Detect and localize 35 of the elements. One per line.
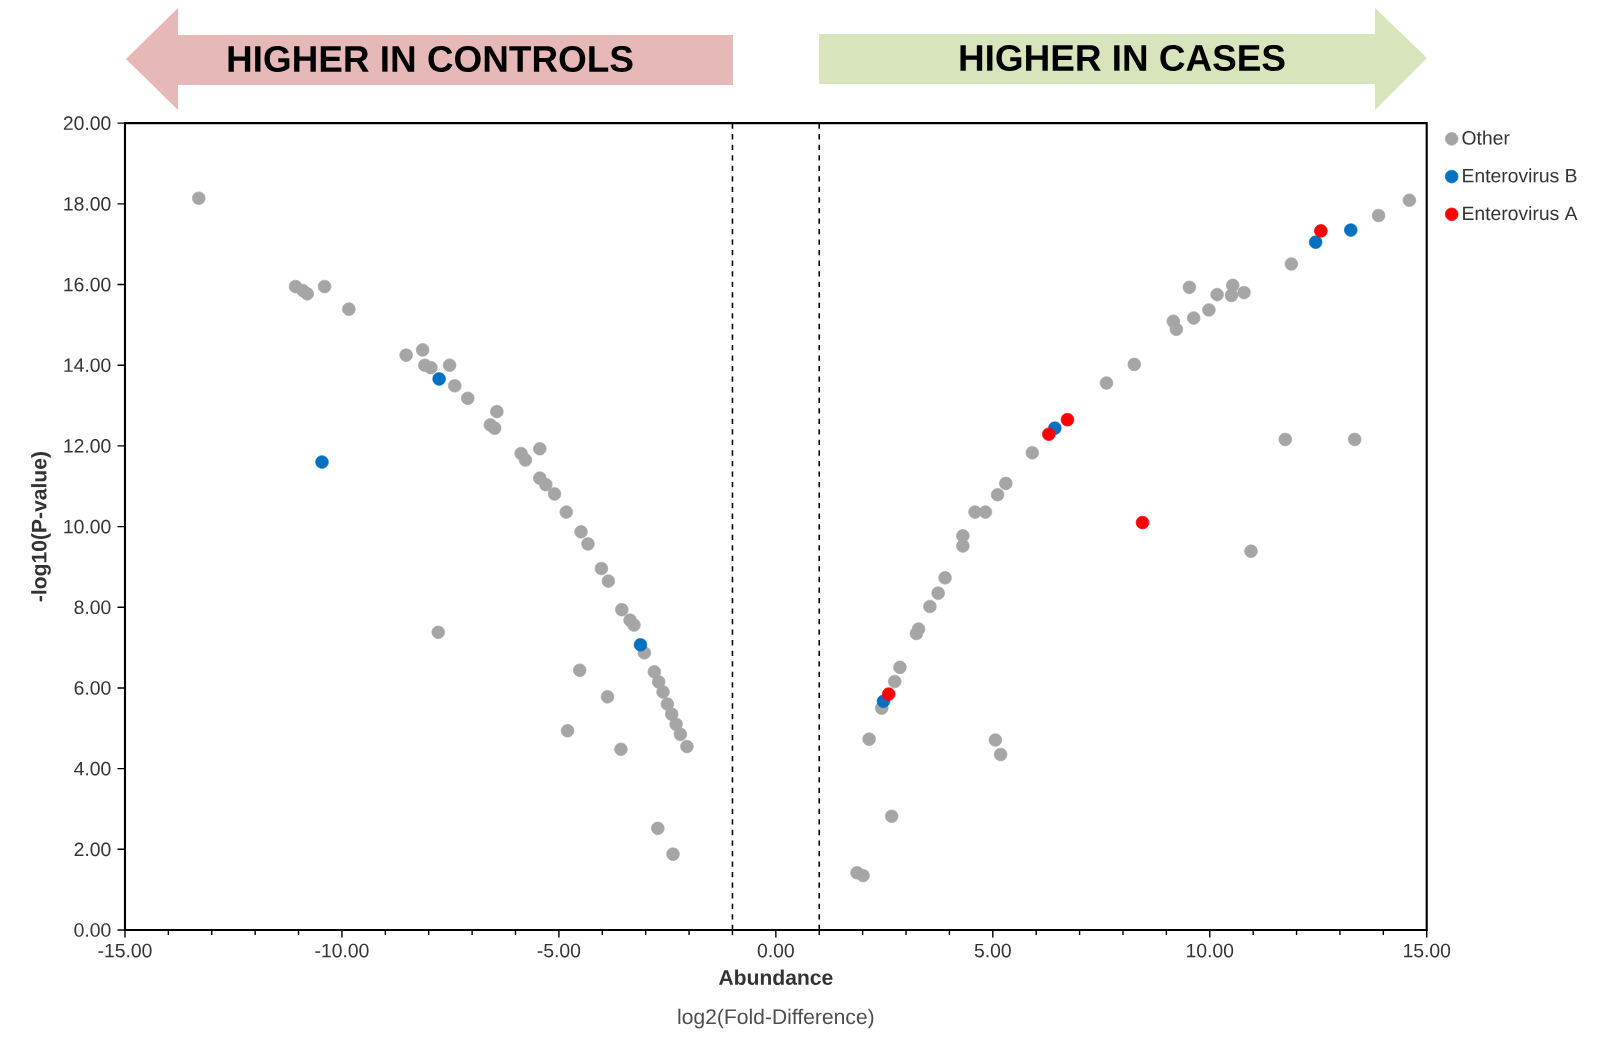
x-tick-label: 5.00 — [974, 943, 1011, 958]
legend-label: Enterovirus A — [1463, 206, 1578, 221]
x-tick-label: -10.00 — [315, 943, 369, 958]
point — [1314, 224, 1328, 238]
x-tick-label: 10.00 — [1187, 943, 1234, 958]
y-tick-label: 18.00 — [64, 197, 111, 211]
y-tick-label: 6.00 — [74, 681, 111, 695]
x-tick-label: -15.00 — [98, 943, 152, 958]
point — [1135, 515, 1150, 530]
point — [1344, 223, 1358, 237]
y-tick-label: 10.00 — [64, 519, 111, 534]
x-tick-label: 15.00 — [1404, 943, 1451, 958]
y-tick-label: 14.00 — [64, 358, 111, 373]
text: HIGHER IN CONTROLS — [228, 45, 633, 73]
y-tick-label: 4.00 — [74, 761, 111, 776]
legend-label: Enterovirus B — [1463, 168, 1577, 183]
legend-label: Other — [1462, 130, 1510, 145]
text: log2(Fold-Difference) — [678, 1008, 874, 1029]
y-tick-label: 0.00 — [74, 923, 111, 937]
point — [1308, 235, 1323, 249]
x-tick-label: 0.00 — [757, 943, 794, 958]
point — [881, 687, 896, 701]
y-tick-label: 16.00 — [64, 277, 111, 292]
point — [1042, 427, 1056, 441]
y-tick-label: 20.00 — [63, 116, 111, 131]
y-tick-label: 8.00 — [74, 600, 111, 615]
text: HIGHER IN CASES — [960, 44, 1285, 72]
point — [1060, 413, 1075, 427]
point — [432, 372, 446, 386]
x-tick-label: -5.00 — [537, 943, 581, 958]
point — [315, 455, 329, 469]
x-axis-title: Abundance — [718, 969, 833, 985]
y-tick-label: 2.00 — [74, 842, 111, 857]
y-axis-title: -log10(P-value) — [31, 452, 51, 602]
y-tick-label: 12.00 — [64, 439, 111, 453]
